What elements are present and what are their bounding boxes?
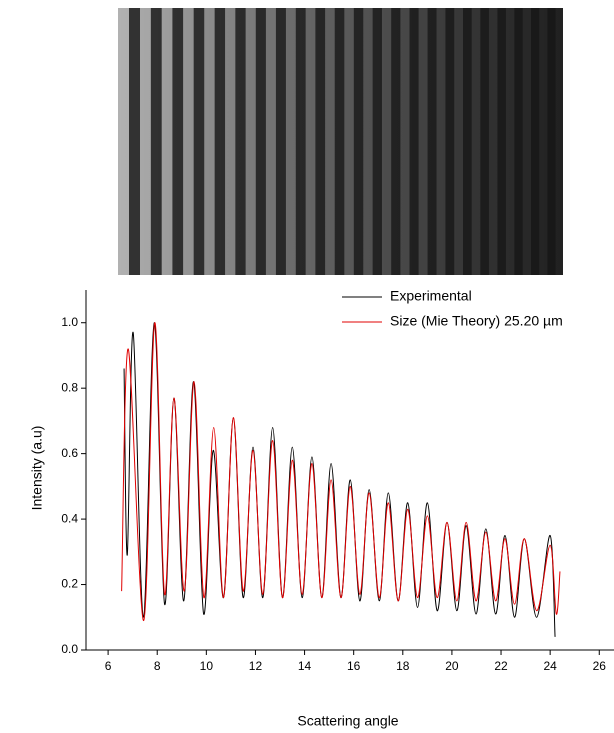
x-tick-label: 12 xyxy=(249,659,263,673)
y-tick-label: 0.2 xyxy=(61,577,78,591)
x-tick-label: 6 xyxy=(105,659,112,673)
y-tick-label: 0.4 xyxy=(61,511,78,525)
x-tick-label: 18 xyxy=(396,659,410,673)
y-tick-label: 1.0 xyxy=(61,315,78,329)
fringe-image xyxy=(118,8,563,275)
data-line xyxy=(121,322,561,622)
x-tick-label: 14 xyxy=(298,659,312,673)
legend-label: Experimental xyxy=(390,288,472,304)
y-tick-label: 0.0 xyxy=(61,642,78,656)
x-tick-label: 8 xyxy=(154,659,161,673)
y-tick-label: 0.8 xyxy=(61,380,78,394)
x-axis-title: Scattering angle xyxy=(297,713,398,729)
x-tick-label: 16 xyxy=(347,659,361,673)
y-axis-title: Intensity (a.u) xyxy=(29,426,45,511)
image-shade xyxy=(118,8,563,275)
x-tick-label: 24 xyxy=(543,659,557,673)
legend-label: Size (Mie Theory) 25.20 µm xyxy=(390,313,563,329)
y-tick-label: 0.6 xyxy=(61,446,78,460)
x-tick-label: 26 xyxy=(593,659,607,673)
x-tick-label: 20 xyxy=(445,659,459,673)
x-tick-label: 10 xyxy=(200,659,214,673)
x-tick-label: 22 xyxy=(494,659,508,673)
